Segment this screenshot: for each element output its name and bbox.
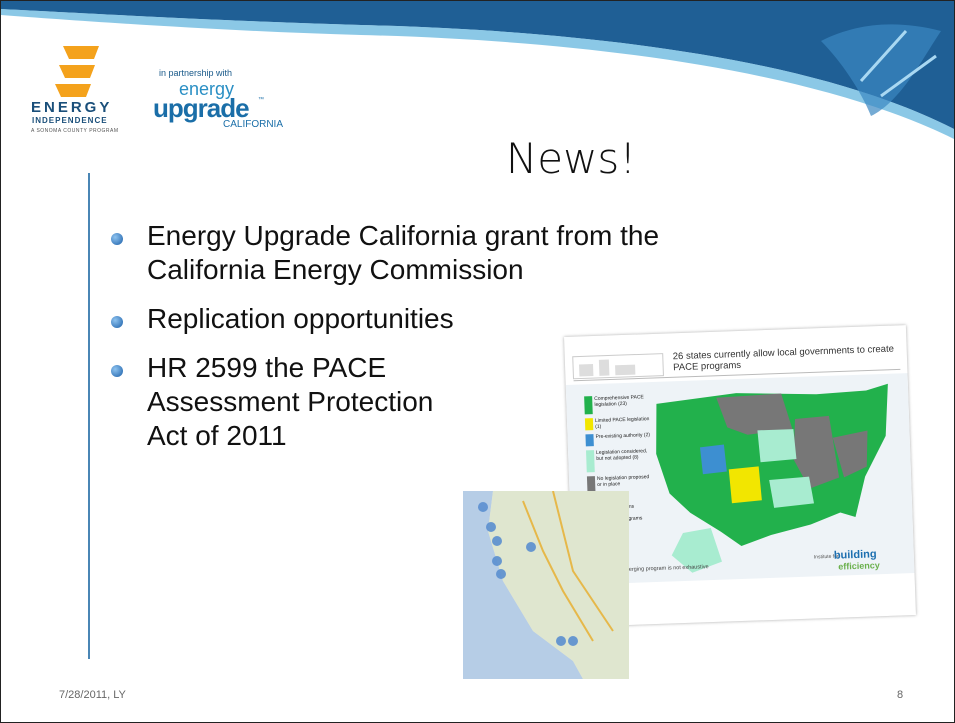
bullet: Replication opportunities <box>111 302 607 336</box>
legend-item: Legislation considered, but not adopted … <box>596 448 652 462</box>
bullet: HR 2599 the PACE Assessment Protection A… <box>111 351 447 453</box>
partner-line: CALIFORNIA <box>223 119 283 130</box>
footer-date: 7/28/2011, LY <box>59 689 126 701</box>
bullet: Energy Upgrade California grant from the… <box>111 219 707 287</box>
banner <box>1 1 954 141</box>
legend-item: No legislation proposed or in place <box>597 474 653 488</box>
legend-item: Limited PACE legislation (1) <box>595 416 651 430</box>
credit-name: efficiency <box>838 560 880 571</box>
slide: ENERGY INDEPENDENCE A SONOMA COUNTY PROG… <box>0 0 955 723</box>
partner-intro: in partnership with <box>159 68 232 78</box>
logo-name: ENERGY <box>31 99 112 116</box>
legend-item: Comprehensive PACE legislation (23) <box>594 394 650 408</box>
page-number: 8 <box>897 689 903 701</box>
logo-tagline: A SONOMA COUNTY PROGRAM <box>31 128 119 134</box>
logo-subname: INDEPENDENCE <box>32 116 108 125</box>
partner-tm: ™ <box>258 97 264 103</box>
page: ENERGY INDEPENDENCE A SONOMA COUNTY PROG… <box>0 0 955 723</box>
slide-title: News! <box>471 134 671 183</box>
california-map <box>463 491 629 679</box>
divider <box>88 173 90 659</box>
